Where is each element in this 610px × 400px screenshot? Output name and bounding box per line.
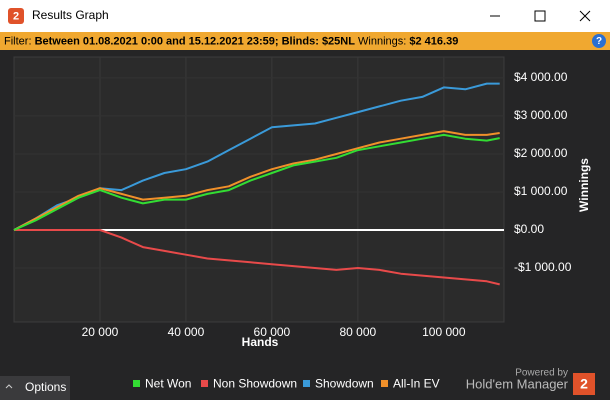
- x-tick-label: 80 000: [340, 325, 377, 339]
- brand-logo: [573, 373, 595, 395]
- winnings-label: Winnings:: [358, 35, 406, 47]
- title-bar: [0, 0, 610, 32]
- series-line: [13, 130, 500, 231]
- y-tick-label: $2 000.00: [514, 146, 568, 160]
- series-line: [13, 133, 500, 231]
- options-text: Options: [25, 380, 66, 394]
- legend-swatch: [201, 380, 208, 387]
- plot-area: [13, 56, 505, 323]
- brand: Hold'em Manager: [466, 376, 569, 391]
- y-axis-title: Winnings: [577, 158, 591, 212]
- legend-label: All-In EV: [393, 377, 440, 391]
- powered-by: Powered by: [515, 368, 568, 379]
- close[interactable]: [579, 10, 591, 22]
- filter-text: Filter: Between 01.08.2021 0:00 and 15.1…: [4, 35, 458, 47]
- help-icon[interactable]: [592, 34, 606, 48]
- series-line: [14, 229, 500, 286]
- y-tick-label: $1 000.00: [514, 184, 568, 198]
- legend-swatch: [133, 380, 140, 387]
- app-icon: [8, 8, 24, 24]
- legend-label: Non Showdown: [213, 377, 297, 391]
- x-axis-title: Hands: [242, 335, 279, 349]
- y-tick-label: $4 000.00: [514, 70, 568, 84]
- x-tick-label: 100 000: [422, 325, 466, 339]
- brand-logo-text: 2: [580, 376, 588, 392]
- y-tick-label: $0.00: [514, 222, 544, 236]
- legend-swatch: [303, 380, 310, 387]
- help-icon-text: ?: [596, 36, 602, 47]
- legend-label: Net Won: [145, 377, 191, 391]
- legend-label: Showdown: [315, 377, 374, 391]
- y-tick-label: -$1 000.00: [514, 260, 572, 274]
- filter-bar: [0, 32, 610, 50]
- filter-range: Between 01.08.2021 0:00 and 15.12.2021 2…: [35, 35, 356, 47]
- filter-label: Filter:: [4, 35, 32, 47]
- x-tick-label: 60 000: [254, 325, 291, 339]
- x-tick-label: 40 000: [168, 325, 205, 339]
- y-tick-label: $3 000.00: [514, 108, 568, 122]
- legend-swatch: [381, 380, 388, 387]
- options-arrow: [5, 384, 13, 389]
- window-title: Results Graph: [32, 8, 109, 22]
- maximize[interactable]: [534, 10, 546, 22]
- x-tick-label: 20 000: [82, 325, 119, 339]
- app-icon-text: 2: [13, 10, 19, 22]
- winnings-value: $2 416.39: [409, 35, 458, 47]
